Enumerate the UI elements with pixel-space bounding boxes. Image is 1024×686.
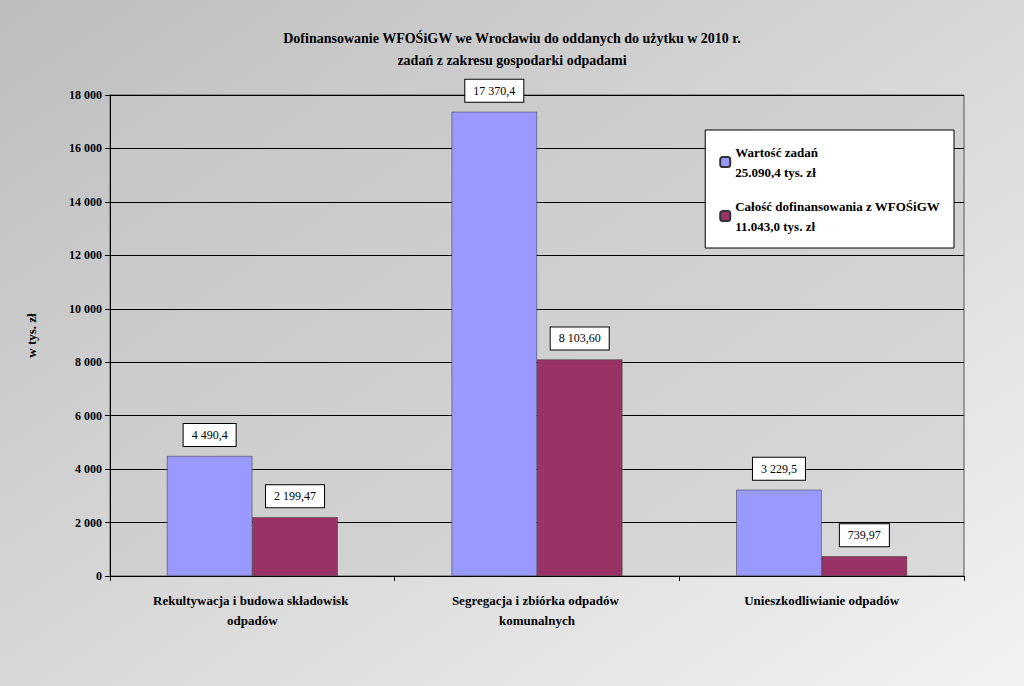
svg-text:zadań z zakresu gospodarki odp: zadań z zakresu gospodarki odpadami xyxy=(397,53,626,68)
svg-text:10 000: 10 000 xyxy=(69,302,102,316)
svg-text:25.090,4 tys. zł: 25.090,4 tys. zł xyxy=(735,165,816,180)
svg-text:w tys. zł: w tys. zł xyxy=(24,313,39,358)
svg-text:Wartość zadań: Wartość zadań xyxy=(735,145,818,160)
svg-text:Segregacja i zbiórka odpadów: Segregacja i zbiórka odpadów xyxy=(452,593,622,608)
svg-text:4 490,4: 4 490,4 xyxy=(192,428,228,442)
svg-text:2 000: 2 000 xyxy=(75,516,102,530)
svg-text:18 000: 18 000 xyxy=(69,88,102,102)
svg-text:0: 0 xyxy=(96,569,102,583)
svg-text:2 199,47: 2 199,47 xyxy=(274,489,316,503)
svg-text:6 000: 6 000 xyxy=(75,409,102,423)
svg-text:11.043,0 tys. zł: 11.043,0 tys. zł xyxy=(735,219,815,234)
svg-text:739,97: 739,97 xyxy=(848,528,881,542)
svg-text:14 000: 14 000 xyxy=(69,195,102,209)
svg-text:17 370,4: 17 370,4 xyxy=(473,84,515,98)
svg-text:Całość dofinansowania z WFOŚiG: Całość dofinansowania z WFOŚiGW xyxy=(735,199,940,214)
svg-text:3 229,5: 3 229,5 xyxy=(761,462,797,476)
svg-text:komunalnych: komunalnych xyxy=(499,613,576,628)
svg-text:16 000: 16 000 xyxy=(69,141,102,155)
svg-text:Rekultywacja i budowa składowi: Rekultywacja i budowa składowisk xyxy=(153,593,352,608)
svg-text:odpadów: odpadów xyxy=(227,613,278,628)
svg-text:Dofinansowanie WFOŚiGW we Wroc: Dofinansowanie WFOŚiGW we Wrocławiu do o… xyxy=(283,30,741,46)
svg-text:8 000: 8 000 xyxy=(75,355,102,369)
svg-text:12 000: 12 000 xyxy=(69,248,102,262)
svg-text:4 000: 4 000 xyxy=(75,462,102,476)
svg-text:8 103,60: 8 103,60 xyxy=(559,331,601,345)
svg-text:Unieszkodliwianie odpadów: Unieszkodliwianie odpadów xyxy=(744,593,900,608)
